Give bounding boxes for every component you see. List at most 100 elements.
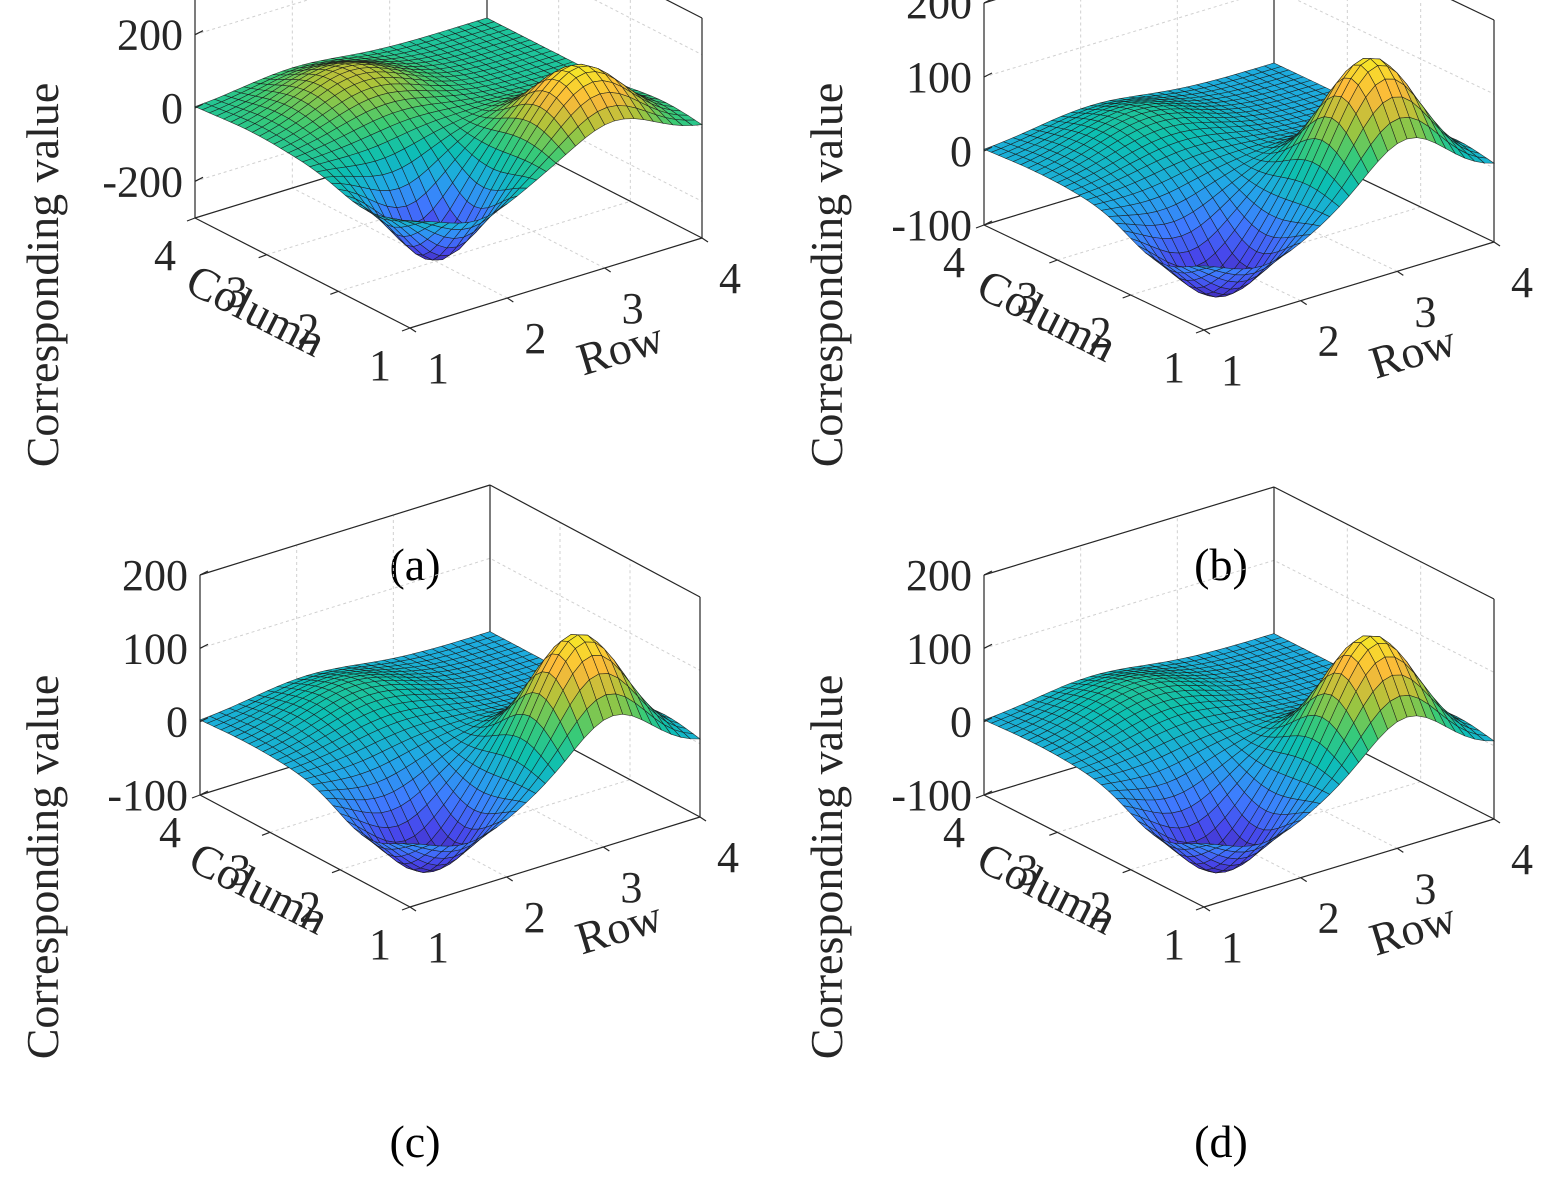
surface-plot-c: 2001000-10012341234RowColumnCorrespondin… — [17, 484, 739, 1167]
panel-a: 200 0 -200 1 2 3 4 1 2 3 4 Row Column Corresponding v… — [0, 0, 784, 592]
column-tick-label: 3 — [1016, 273, 1038, 322]
row-axis: 1 2 3 4 — [1203, 818, 1533, 972]
column-gridline — [339, 559, 631, 871]
z-tick — [983, 790, 993, 796]
column-axis-label: Column — [969, 259, 1124, 372]
panel-caption: (a) — [389, 539, 440, 590]
column-tick — [1195, 906, 1205, 911]
row-tick — [409, 906, 417, 912]
z-axis: 200 100 0 -100 — [107, 551, 209, 820]
box-edge — [199, 794, 411, 908]
row-axis-label: Row — [1364, 314, 1463, 388]
column-axis: 1 2 3 4 — [943, 794, 1205, 969]
z-tick-label: -100 — [891, 201, 972, 250]
surface-patch — [402, 220, 420, 223]
box-edge — [983, 486, 1275, 576]
z-tick — [199, 570, 209, 576]
row-tick-label: 2 — [524, 314, 546, 363]
column-tick — [1195, 329, 1205, 334]
surface-mesh — [983, 633, 1495, 874]
row-gridline — [1080, 0, 1301, 302]
column-gridline — [338, 0, 631, 292]
z-tick-label: 200 — [117, 11, 183, 60]
z-tick-label: -100 — [891, 771, 972, 820]
z-tick — [983, 146, 993, 152]
row-tick-label: 4 — [1511, 835, 1533, 884]
row-gridline — [1176, 0, 1398, 272]
row-tick — [1300, 300, 1307, 306]
column-tick — [975, 224, 985, 229]
box-edge — [665, 0, 703, 19]
z-axis-label: Corresponding value — [17, 83, 68, 468]
box-edge — [1203, 818, 1495, 908]
z-axis-label: Corresponding value — [17, 675, 68, 1060]
row-tick-label: 3 — [622, 284, 644, 333]
z-tick — [983, 0, 992, 4]
z-axis: 200 0 -200 — [102, 11, 204, 206]
row-axis: 1 2 3 4 — [1203, 241, 1533, 395]
column-tick — [186, 217, 196, 222]
panel-caption: (c) — [389, 1116, 440, 1167]
surface-patch — [402, 843, 420, 846]
column-tick-label: 3 — [1016, 845, 1038, 894]
row-tick-label: 3 — [620, 863, 642, 912]
column-tick-label: 4 — [159, 808, 181, 857]
column-tick — [258, 254, 267, 259]
row-axis: 1 2 3 4 — [409, 816, 739, 972]
z-gridline — [983, 0, 1495, 21]
column-tick — [331, 869, 341, 874]
panel-d: 200 100 0 -100 1 2 3 4 1 2 3 4 Row Column Correspondin… — [784, 486, 1568, 1184]
z-tick-label: 100 — [906, 624, 972, 673]
column-gridline — [269, 522, 561, 833]
column-tick-label: 1 — [1163, 920, 1185, 969]
row-tick — [1493, 818, 1501, 824]
panel-caption: (b) — [1194, 539, 1248, 590]
row-tick — [1493, 241, 1501, 247]
row-tick-label: 1 — [1221, 346, 1243, 395]
z-tick — [983, 220, 993, 226]
column-tick — [1122, 869, 1131, 874]
z-tick — [199, 717, 209, 723]
z-axis: 200 100 0 -100 — [891, 0, 993, 250]
panel-caption: (d) — [1194, 1116, 1248, 1167]
z-axis-label: Corresponding value — [801, 83, 852, 468]
z-tick-label: 0 — [950, 127, 972, 176]
z-tick-label: 0 — [161, 84, 183, 133]
column-tick-label: 4 — [154, 231, 176, 280]
z-tick-label: 200 — [906, 0, 972, 28]
z-tick-label: 200 — [906, 551, 972, 600]
box-edge — [409, 816, 701, 908]
z-tick-label: -200 — [102, 157, 183, 206]
column-tick-label: 2 — [299, 883, 321, 932]
column-tick — [261, 831, 271, 836]
row-tick-label: 1 — [427, 923, 449, 972]
row-tick-label: 1 — [427, 344, 449, 393]
box-edge — [199, 484, 491, 576]
panel-b: 200 100 0 -100 1 2 3 4 1 2 3 4 Row Column Correspondin… — [784, 0, 1568, 592]
row-tick — [701, 237, 709, 243]
row-tick — [1203, 906, 1211, 912]
column-tick-label: 4 — [943, 238, 965, 287]
row-tick-label: 4 — [1511, 258, 1533, 307]
row-tick — [506, 876, 513, 882]
column-axis: 1 2 3 4 — [943, 224, 1205, 392]
box-edge — [983, 794, 1205, 908]
row-axis: 1 2 3 4 — [409, 237, 741, 393]
column-tick-label: 2 — [1090, 883, 1112, 932]
surface-mesh — [983, 58, 1495, 298]
z-tick — [194, 176, 204, 182]
row-tick — [1203, 329, 1211, 335]
panel-c: 200 100 0 -100 1 2 3 4 1 2 3 4 Row Column Correspondin… — [0, 484, 784, 1184]
row-tick-label: 1 — [1221, 923, 1243, 972]
z-tick — [983, 717, 993, 723]
z-tick-label: 0 — [950, 698, 972, 747]
surface-mesh — [194, 17, 703, 261]
row-tick-label: 2 — [1318, 317, 1340, 366]
row-tick — [1397, 847, 1404, 853]
row-axis-label: Row — [570, 890, 669, 964]
column-gridline — [1057, 0, 1348, 261]
z-tick — [983, 643, 993, 649]
column-gridline — [1130, 0, 1422, 296]
row-tick-label: 3 — [1414, 864, 1436, 913]
